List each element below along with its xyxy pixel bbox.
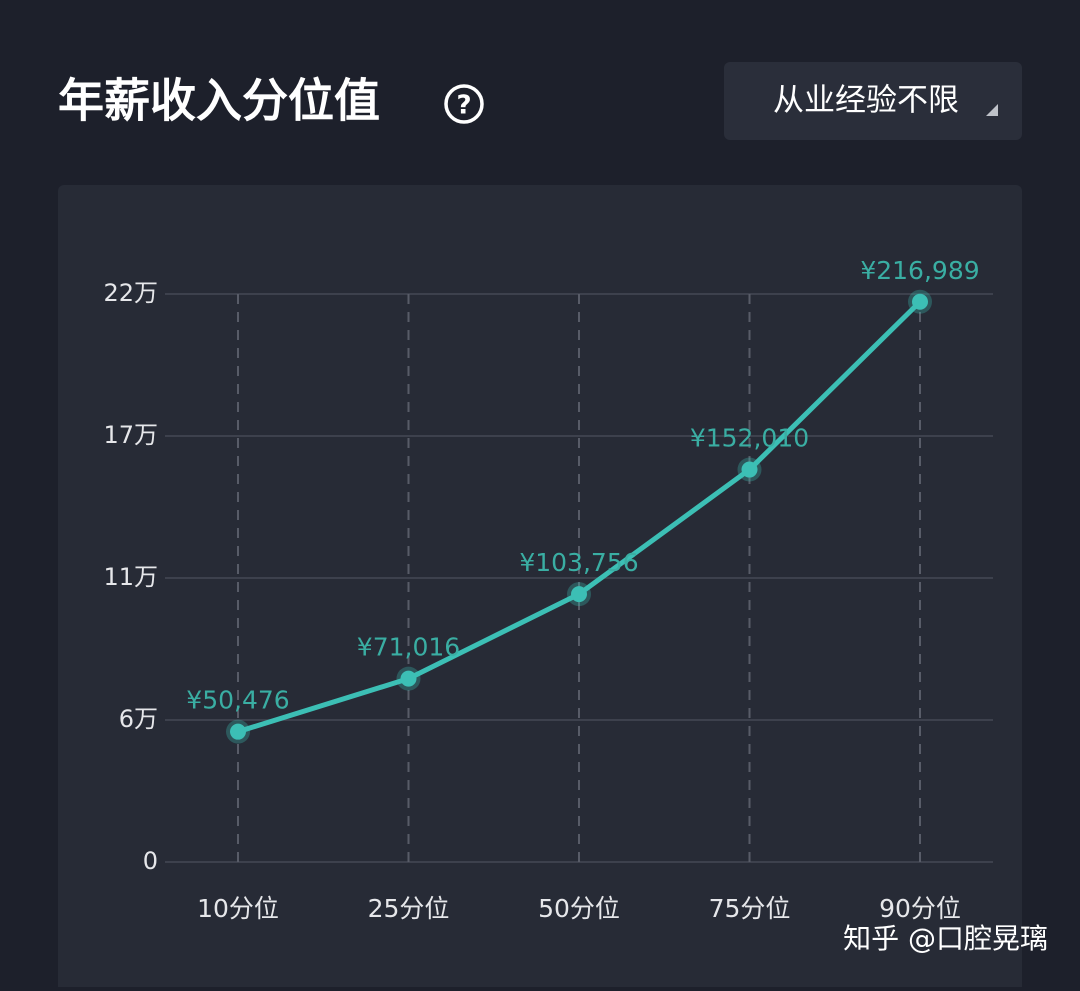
x-tick-label: 50分位	[538, 894, 620, 923]
dropdown-arrow	[986, 104, 998, 116]
watermark: 知乎 @口腔晃璃	[843, 922, 1048, 955]
data-label: ¥103,756	[519, 548, 638, 577]
help-icon[interactable]: ?	[444, 84, 484, 124]
y-tick-label: 6万	[119, 705, 158, 733]
y-tick-label: 22万	[103, 279, 158, 307]
data-point	[912, 293, 928, 310]
y-tick-label: 17万	[103, 421, 158, 449]
dropdown-box	[724, 62, 1022, 140]
x-tick-label: 10分位	[197, 894, 279, 923]
data-point	[571, 586, 587, 603]
data-label: ¥216,989	[860, 256, 979, 285]
x-tick-label: 25分位	[368, 894, 450, 923]
data-label: ¥50,476	[186, 686, 289, 715]
data-label: ¥152,010	[690, 424, 809, 453]
dropdown-label: 从业经验不限	[773, 83, 959, 119]
data-point	[400, 670, 417, 687]
title: 年薪收入分位值	[58, 74, 380, 128]
data-point	[230, 723, 246, 740]
x-tick-label: 90分位	[879, 894, 961, 923]
x-tick-label: 75分位	[709, 894, 791, 923]
y-tick-label: 11万	[103, 563, 158, 591]
y-tick-label: 0	[143, 847, 158, 875]
data-point	[741, 461, 758, 478]
help-mark: ?	[456, 91, 471, 121]
data-label: ¥71,016	[357, 633, 460, 662]
help-circle	[444, 84, 484, 124]
filter-dropdown[interactable]: 从业经验不限	[724, 62, 1022, 140]
chart-panel	[58, 185, 1022, 991]
plot: 0 6万 11万 17万 22万 10分位 25分位 50分位 75分位 90分位 ¥50,476 ¥…	[103, 256, 993, 923]
